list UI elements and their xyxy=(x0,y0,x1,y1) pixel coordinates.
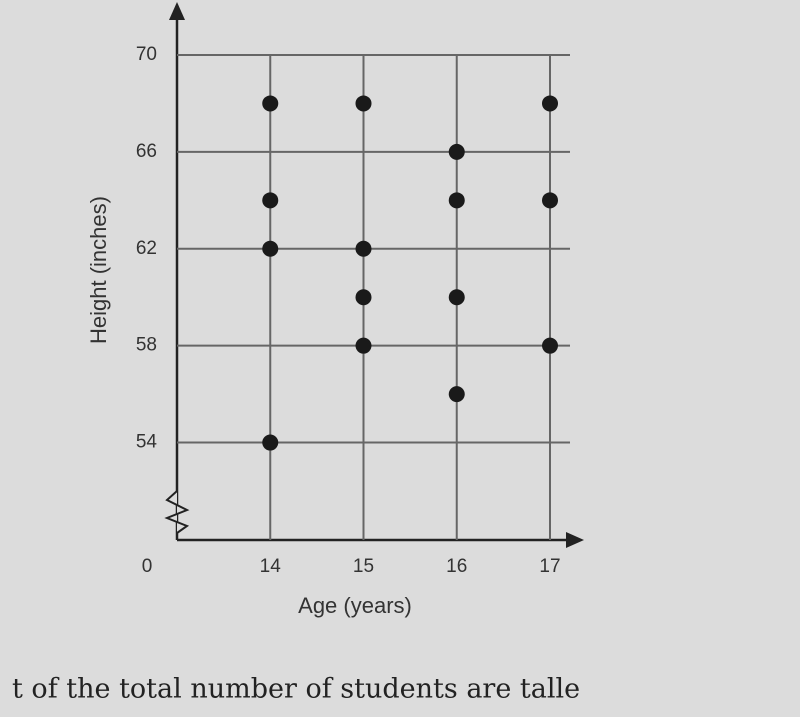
caption: t of the total number of students are ta… xyxy=(12,674,580,705)
data-point xyxy=(355,95,372,112)
data-point xyxy=(542,192,558,209)
y-tick-label: 54 xyxy=(136,432,158,453)
data-point xyxy=(448,289,465,306)
x-tick-label: 14 xyxy=(260,556,282,577)
data-point xyxy=(262,95,279,112)
data-point xyxy=(262,192,279,209)
data-point xyxy=(355,289,372,306)
data-point xyxy=(355,240,372,257)
y-axis-label: Height (inches) xyxy=(86,196,111,344)
data-point xyxy=(448,143,465,160)
axis-break xyxy=(164,490,190,534)
y-tick-label: 66 xyxy=(136,141,157,162)
data-point xyxy=(542,337,558,354)
y-axis-arrow xyxy=(169,2,185,20)
data-point xyxy=(262,240,279,257)
y-tick-label: 58 xyxy=(136,335,157,356)
x-axis-label: Age (years) xyxy=(298,593,412,618)
origin-label: 0 xyxy=(142,556,153,577)
data-point xyxy=(542,95,558,112)
x-axis-arrow xyxy=(566,532,584,548)
data-point xyxy=(448,386,465,403)
x-tick-label: 17 xyxy=(539,556,560,577)
y-tick-label: 70 xyxy=(136,44,157,65)
y-tick-label: 62 xyxy=(136,238,157,259)
data-point xyxy=(262,434,279,451)
data-point xyxy=(355,337,372,354)
x-tick-label: 15 xyxy=(353,556,374,577)
x-tick-label: 16 xyxy=(446,556,467,577)
data-point xyxy=(448,192,465,209)
